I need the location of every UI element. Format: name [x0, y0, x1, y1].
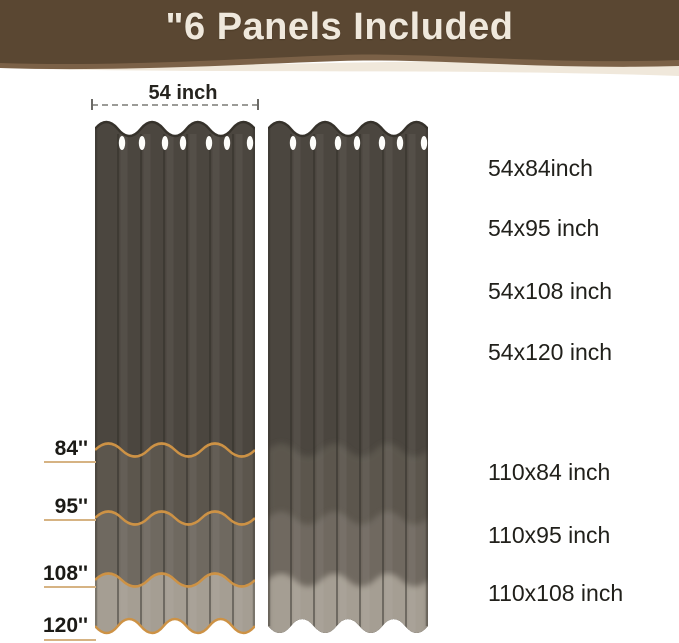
- accent-wave-84: [95, 442, 255, 458]
- size-option-110x95: 110x95 inch: [488, 522, 611, 548]
- width-measure-label: 54 inch: [148, 82, 218, 104]
- size-option-54x108: 54x108 inch: [488, 278, 613, 304]
- accent-wave-95: [95, 510, 255, 526]
- height-label-120: 120'': [42, 614, 88, 637]
- accent-wave-120-bottom: [95, 617, 255, 635]
- height-label-95: 95'': [54, 495, 88, 518]
- accent-wave-108: [95, 572, 255, 588]
- top-fabric-edge: [95, 120, 255, 138]
- measure-tick-right: [257, 99, 259, 110]
- panel-side-edges: [268, 129, 428, 626]
- width-measure-line: [92, 104, 258, 106]
- banner-main-shape: [0, 0, 679, 65]
- grommet-holes: [118, 136, 254, 150]
- height-label-108: 108'': [42, 562, 88, 585]
- size-option-110x108: 110x108 inch: [488, 580, 624, 606]
- grommet-holes: [289, 136, 428, 150]
- top-fabric-edge: [268, 120, 428, 138]
- height-label-84: 84'': [54, 437, 88, 460]
- height-line-108: [44, 586, 96, 588]
- size-option-54x95: 54x95 inch: [488, 215, 600, 241]
- size-option-110x84: 110x84 inch: [488, 459, 611, 485]
- pleat-highlights: [120, 134, 243, 632]
- curtain-left-panel: [95, 120, 255, 635]
- height-line-84: [44, 461, 96, 463]
- panel-side-edges: [95, 129, 255, 626]
- height-line-120: [44, 639, 96, 641]
- measure-tick-left: [91, 99, 93, 110]
- curtain-right-panel: [268, 120, 428, 633]
- height-line-95: [44, 519, 96, 521]
- banner-title: "6 Panels Included: [165, 6, 514, 48]
- fabric-section-108-120: [268, 573, 428, 633]
- size-option-54x84: 54x84inch: [488, 155, 593, 181]
- pleat-fold-lines: [290, 134, 407, 632]
- pleat-highlights: [293, 134, 416, 632]
- pleat-fold-lines: [117, 134, 234, 632]
- banner: [0, 0, 679, 76]
- size-option-54x120: 54x120 inch: [488, 339, 613, 365]
